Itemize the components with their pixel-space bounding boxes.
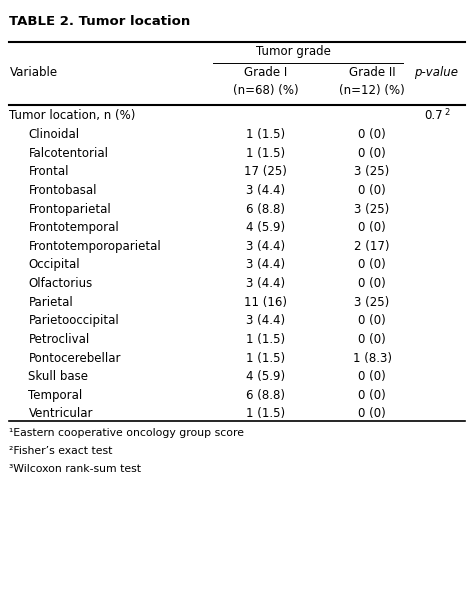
Text: 1 (1.5): 1 (1.5) [246,407,285,421]
Text: Ventricular: Ventricular [28,407,93,421]
Text: 1 (1.5): 1 (1.5) [246,147,285,160]
Text: Frontotemporal: Frontotemporal [28,221,119,234]
Text: 1 (1.5): 1 (1.5) [246,352,285,365]
Text: Parietooccipital: Parietooccipital [28,314,119,328]
Text: Parietal: Parietal [28,296,73,309]
Text: TABLE 2. Tumor location: TABLE 2. Tumor location [9,15,191,28]
Text: Variable: Variable [9,66,58,79]
Text: 11 (16): 11 (16) [244,296,287,309]
Text: 3 (25): 3 (25) [355,203,390,216]
Text: Clinoidal: Clinoidal [28,128,80,141]
Text: Frontoparietal: Frontoparietal [28,203,111,216]
Text: 0 (0): 0 (0) [358,389,386,402]
Text: 0 (0): 0 (0) [358,258,386,272]
Text: Grade II: Grade II [349,66,395,79]
Text: 3 (4.4): 3 (4.4) [246,240,285,253]
Text: Petroclival: Petroclival [28,333,90,346]
Text: 3 (4.4): 3 (4.4) [246,258,285,272]
Text: Grade I: Grade I [244,66,287,79]
Text: 1 (8.3): 1 (8.3) [353,352,392,365]
Text: Occipital: Occipital [28,258,80,272]
Text: Frontotemporoparietal: Frontotemporoparietal [28,240,161,253]
Text: ¹Eastern cooperative oncology group score: ¹Eastern cooperative oncology group scor… [9,428,245,438]
Text: Falcotentorial: Falcotentorial [28,147,109,160]
Text: 1 (1.5): 1 (1.5) [246,128,285,141]
Text: Tumor location, n (%): Tumor location, n (%) [9,109,136,123]
Text: ²Fisher’s exact test: ²Fisher’s exact test [9,446,113,456]
Text: Temporal: Temporal [28,389,82,402]
Text: 1 (1.5): 1 (1.5) [246,333,285,346]
Text: (n=68) (%): (n=68) (%) [233,84,298,97]
Text: Olfactorius: Olfactorius [28,277,93,290]
Text: 4 (5.9): 4 (5.9) [246,221,285,234]
Text: 3 (4.4): 3 (4.4) [246,184,285,197]
Text: 0 (0): 0 (0) [358,333,386,346]
Text: 0 (0): 0 (0) [358,407,386,421]
Text: 0 (0): 0 (0) [358,370,386,383]
Text: 6 (8.8): 6 (8.8) [246,203,285,216]
Text: Skull base: Skull base [28,370,89,383]
Text: Frontal: Frontal [28,165,69,178]
Text: 0 (0): 0 (0) [358,221,386,234]
Text: p-value: p-value [414,66,458,79]
Text: 0 (0): 0 (0) [358,277,386,290]
Text: 17 (25): 17 (25) [244,165,287,178]
Text: 3 (4.4): 3 (4.4) [246,314,285,328]
Text: 0 (0): 0 (0) [358,147,386,160]
Text: Pontocerebellar: Pontocerebellar [28,352,121,365]
Text: (n=12) (%): (n=12) (%) [339,84,405,97]
Text: 0 (0): 0 (0) [358,184,386,197]
Text: 2 (17): 2 (17) [355,240,390,253]
Text: 3 (25): 3 (25) [355,165,390,178]
Text: 2: 2 [444,108,449,117]
Text: 3 (25): 3 (25) [355,296,390,309]
Text: 4 (5.9): 4 (5.9) [246,370,285,383]
Text: Tumor grade: Tumor grade [256,45,331,58]
Text: 3 (4.4): 3 (4.4) [246,277,285,290]
Text: 6 (8.8): 6 (8.8) [246,389,285,402]
Text: 0 (0): 0 (0) [358,128,386,141]
Text: 0 (0): 0 (0) [358,314,386,328]
Text: 0.7: 0.7 [424,109,443,123]
Text: ³Wilcoxon rank-sum test: ³Wilcoxon rank-sum test [9,464,141,474]
Text: Frontobasal: Frontobasal [28,184,97,197]
